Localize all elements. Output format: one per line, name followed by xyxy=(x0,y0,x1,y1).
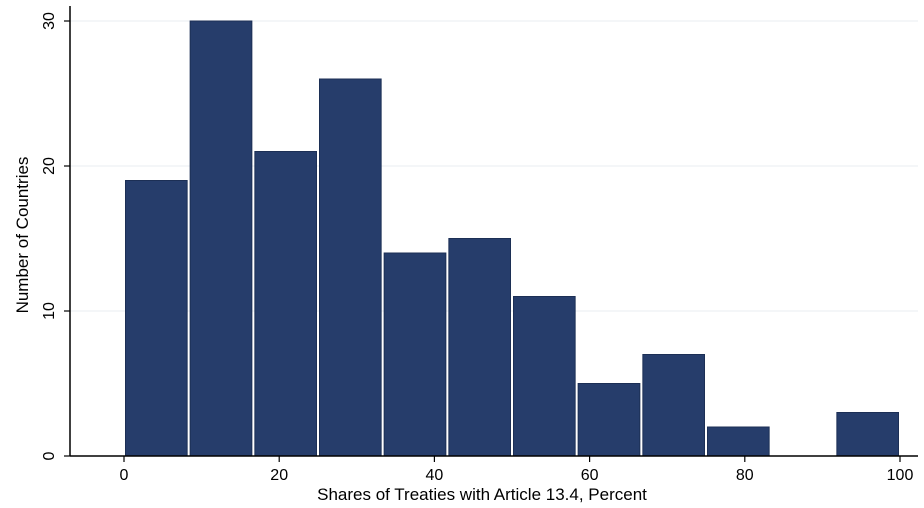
x-tick-label: 40 xyxy=(426,467,444,484)
axes xyxy=(64,6,918,462)
y-tick-label: 0 xyxy=(41,451,58,460)
histogram-bar xyxy=(319,78,382,457)
x-tick-label: 100 xyxy=(887,467,914,484)
y-axis-label: Number of Countries xyxy=(13,157,32,314)
x-axis-label: Shares of Treaties with Article 13.4, Pe… xyxy=(317,485,647,504)
histogram-bar xyxy=(577,383,641,457)
histogram-bars xyxy=(125,20,899,457)
histogram-bar xyxy=(125,180,188,457)
y-tick-label: 30 xyxy=(41,12,58,30)
histogram-bar xyxy=(513,296,576,457)
histogram-bar xyxy=(642,354,705,457)
histogram-bar xyxy=(189,20,253,457)
y-tick-label: 20 xyxy=(41,157,58,175)
histogram-bar xyxy=(383,252,447,457)
histogram-bar xyxy=(707,426,770,457)
x-tick-label: 60 xyxy=(581,467,599,484)
x-tick-label: 20 xyxy=(270,467,288,484)
x-tick-label: 0 xyxy=(120,467,129,484)
histogram-bar xyxy=(836,412,899,457)
histogram-bar xyxy=(254,151,318,457)
y-tick-label: 10 xyxy=(41,302,58,320)
x-tick-label: 80 xyxy=(736,467,754,484)
tick-labels: 0 20 40 60 80 100 0 10 20 30 xyxy=(41,12,913,484)
histogram-bar xyxy=(448,238,511,457)
